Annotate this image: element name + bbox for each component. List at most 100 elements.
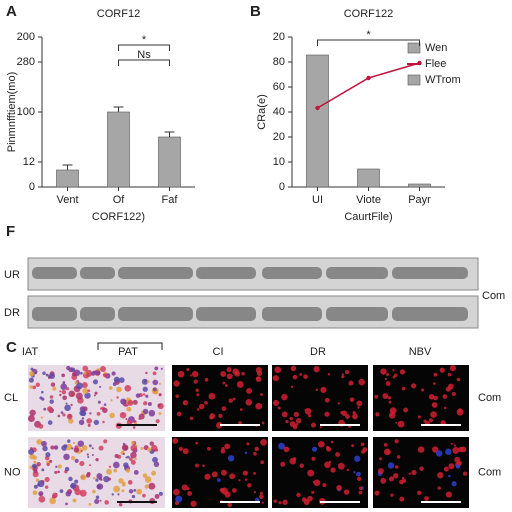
cell <box>387 462 395 469</box>
cell <box>451 481 457 487</box>
cell <box>340 411 344 415</box>
column-bracket <box>97 342 163 350</box>
cell <box>85 473 91 478</box>
cell <box>81 382 88 389</box>
cell <box>358 378 365 386</box>
cell <box>102 420 105 424</box>
cell <box>82 365 89 372</box>
cell <box>36 439 43 445</box>
cell <box>293 411 299 418</box>
cell <box>428 393 435 400</box>
cell <box>451 391 456 396</box>
cell <box>82 388 89 394</box>
cell <box>113 468 118 473</box>
cell <box>65 491 71 497</box>
cell <box>47 406 53 412</box>
bar <box>107 111 130 188</box>
cell <box>152 456 158 463</box>
cell <box>132 399 138 405</box>
cell <box>239 408 243 411</box>
cell <box>390 413 393 416</box>
cell <box>129 457 133 461</box>
cell <box>140 447 144 451</box>
significance-label: * <box>142 34 147 46</box>
x-axis-label: CaurtFile) <box>344 211 392 223</box>
cell <box>111 371 116 376</box>
cell <box>375 412 380 417</box>
cell <box>68 390 75 398</box>
cell <box>260 438 268 446</box>
cell <box>74 488 82 496</box>
cell <box>158 393 162 397</box>
cell <box>80 474 87 481</box>
cell <box>64 404 71 412</box>
cell <box>204 400 208 405</box>
cell <box>118 377 125 383</box>
cell <box>449 365 457 372</box>
cell <box>40 416 44 419</box>
cell <box>104 500 109 505</box>
cell <box>202 464 205 467</box>
cell <box>253 451 257 456</box>
cell <box>59 390 62 393</box>
cell <box>443 406 447 410</box>
column-label: CI <box>213 346 224 358</box>
cell <box>401 478 407 484</box>
cell <box>68 418 74 424</box>
cell <box>394 465 399 469</box>
cell <box>103 475 110 483</box>
blot-band <box>196 307 256 321</box>
cell <box>87 455 90 459</box>
cell <box>220 448 226 454</box>
cell <box>41 390 44 394</box>
cell <box>311 490 315 494</box>
cell <box>152 387 157 392</box>
cell <box>357 476 362 482</box>
cell <box>134 457 137 461</box>
cell <box>60 411 64 414</box>
cell <box>232 397 236 401</box>
panel-letter: B <box>250 3 261 20</box>
cell <box>143 401 148 406</box>
cell <box>32 385 37 390</box>
cell <box>125 417 128 421</box>
cell <box>224 491 231 498</box>
cell <box>74 458 79 463</box>
cell <box>428 418 433 423</box>
cell <box>220 370 227 377</box>
cell <box>220 469 227 476</box>
cell <box>351 444 355 448</box>
cell <box>71 447 74 450</box>
cell <box>50 445 55 450</box>
cell <box>173 488 180 496</box>
cell <box>408 472 411 475</box>
cell <box>88 502 92 506</box>
cell <box>79 461 85 467</box>
cell <box>255 402 263 410</box>
cell <box>319 426 322 429</box>
cell <box>113 376 120 383</box>
cell <box>453 444 457 447</box>
blot-band <box>32 307 77 321</box>
cell <box>138 413 145 420</box>
cell <box>30 367 34 371</box>
cell <box>126 406 132 412</box>
cell <box>66 365 71 371</box>
cell <box>41 397 45 401</box>
x-tick-label: Payr <box>408 194 431 206</box>
significance-bracket <box>118 59 170 66</box>
cell <box>238 421 242 425</box>
cell <box>91 453 94 457</box>
cell <box>457 408 463 413</box>
cell <box>458 446 464 453</box>
cell <box>439 367 445 373</box>
cell <box>79 489 87 497</box>
cell <box>127 400 134 406</box>
cell <box>390 493 394 497</box>
cell <box>29 371 35 377</box>
cell <box>307 469 315 477</box>
cell <box>109 412 115 419</box>
blot-band <box>326 267 388 279</box>
cell <box>63 453 70 461</box>
